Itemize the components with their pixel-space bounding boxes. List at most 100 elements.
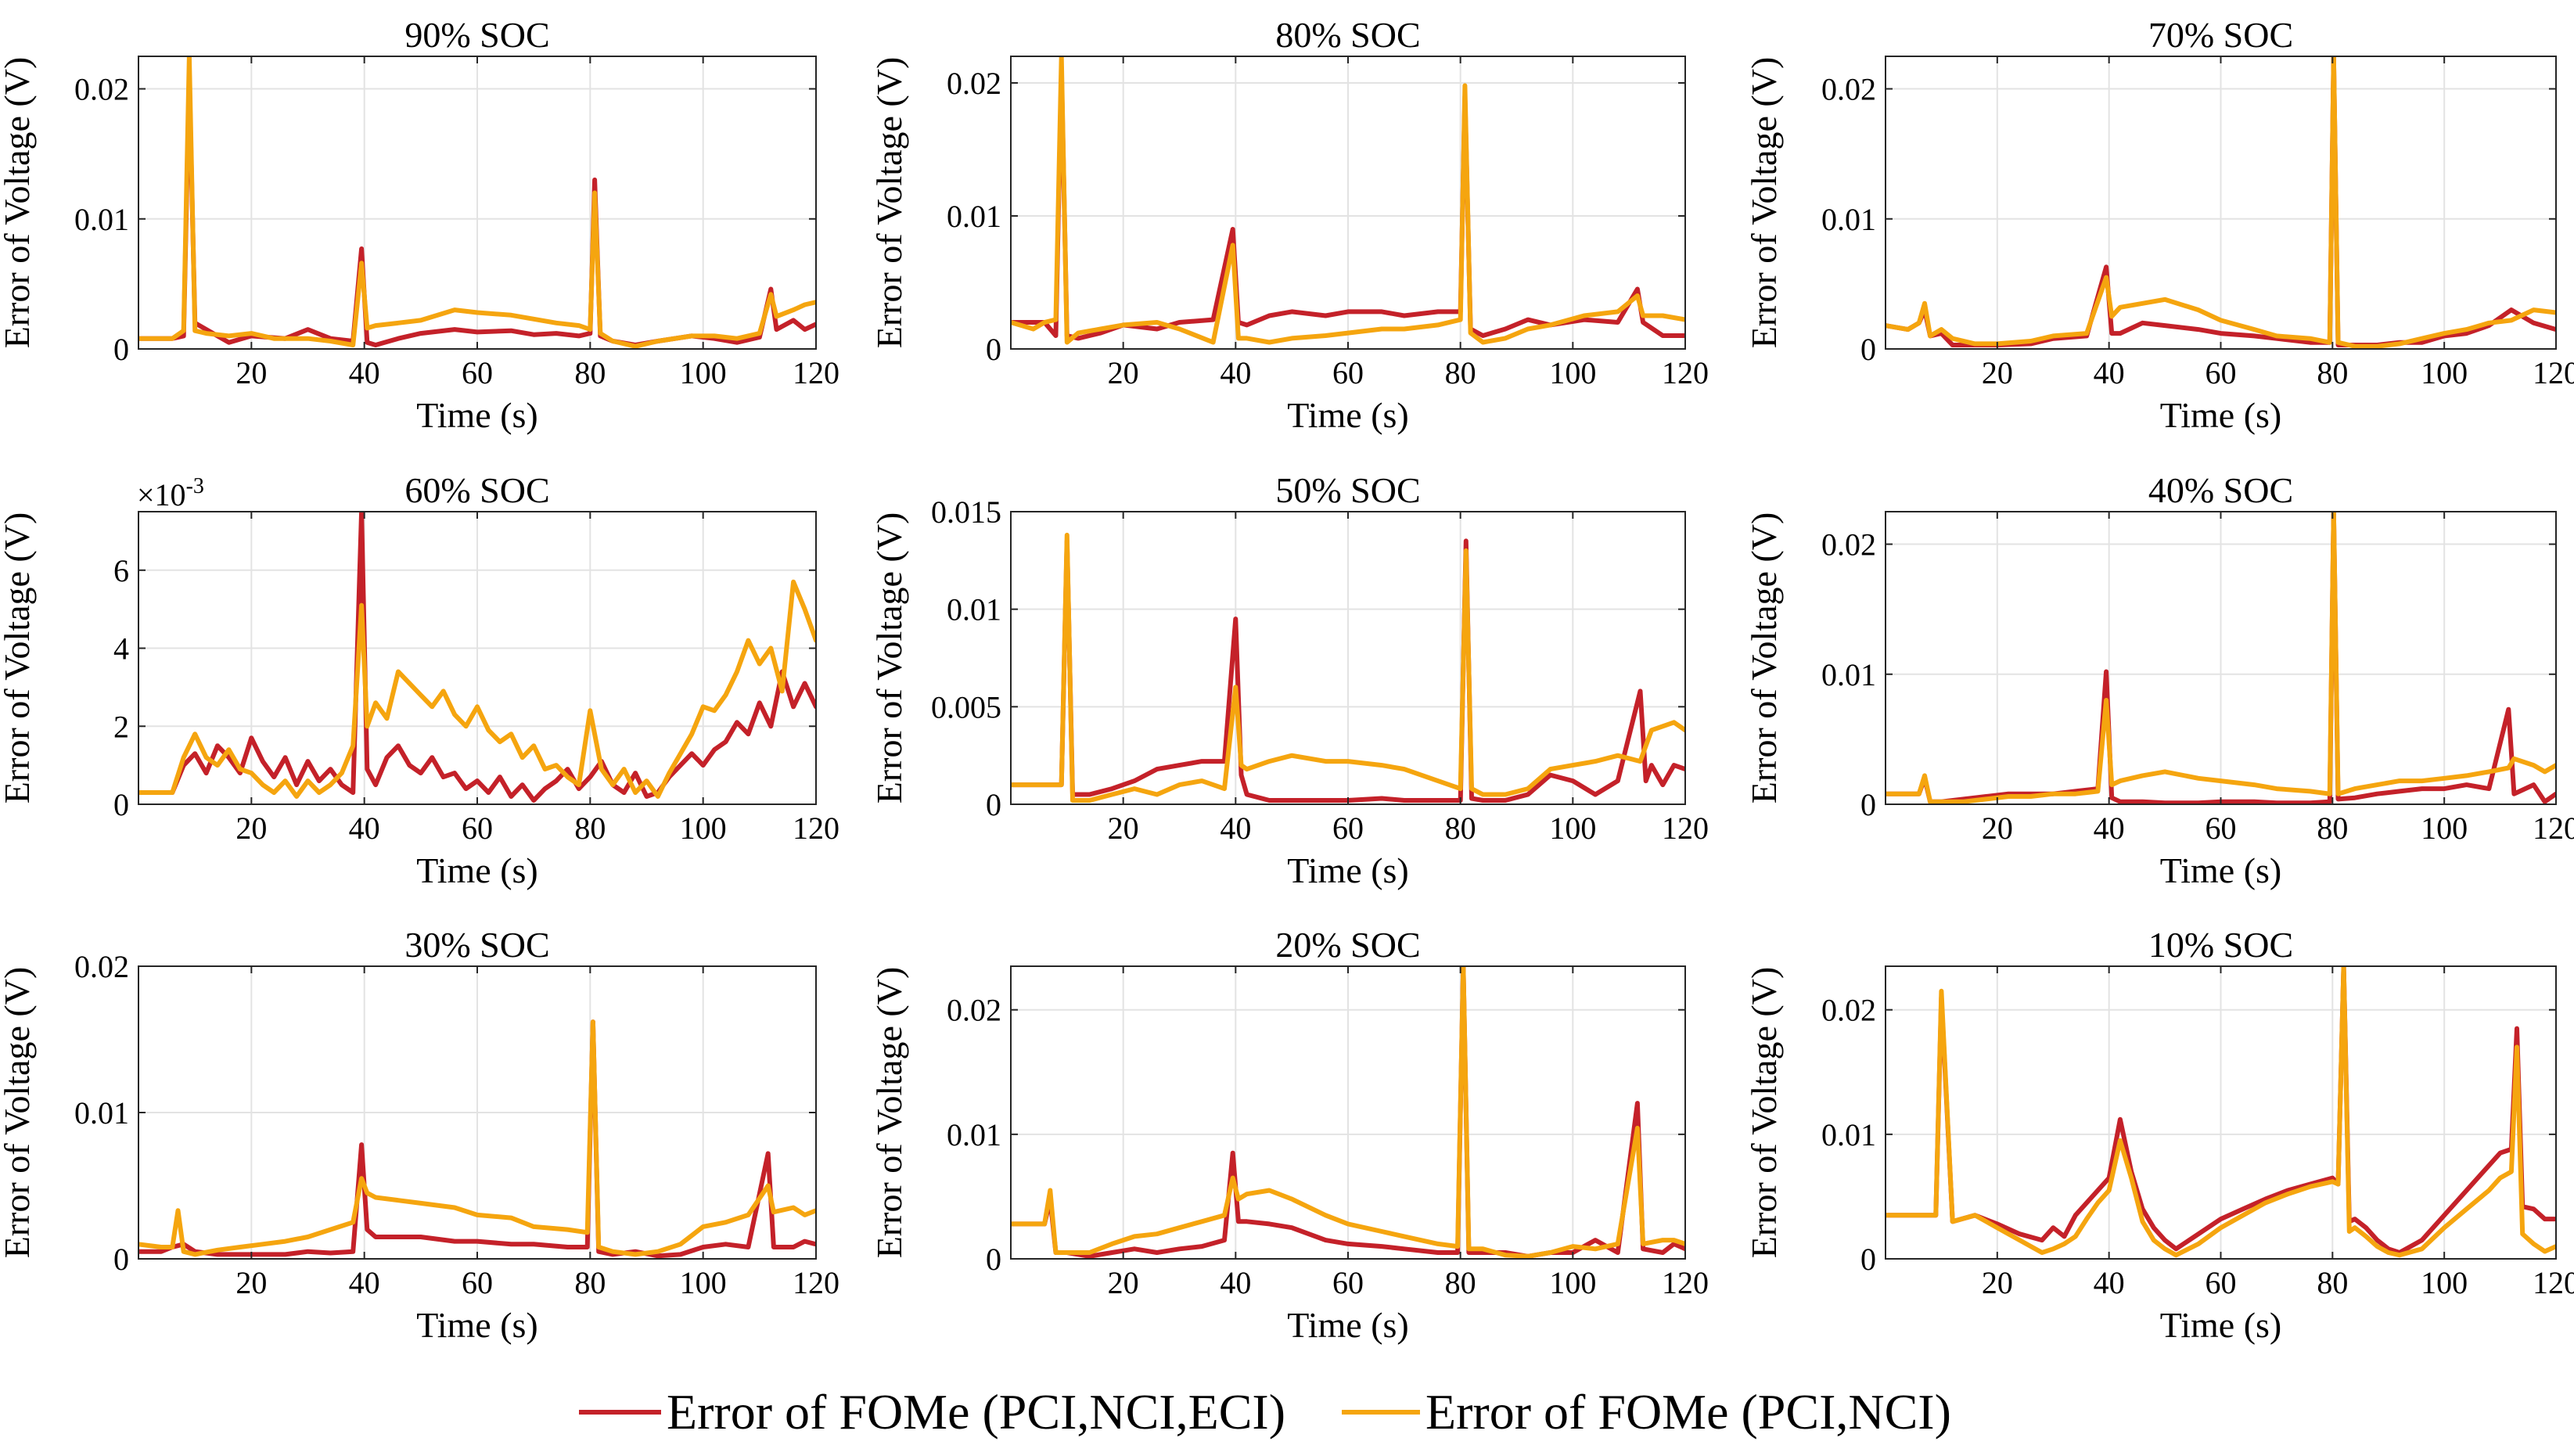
x-tick-label: 80	[1445, 355, 1476, 390]
x-tick-label: 80	[2317, 811, 2348, 846]
subplot-7: 20 40 60 80 100 120 0 0.01 0.02 30% SOC Time (s) Er…	[0, 925, 839, 1345]
y-tick-label: 0.01	[1821, 657, 1876, 692]
series-group	[138, 512, 816, 803]
x-tick-label: 120	[1662, 811, 1709, 846]
y-tick-label: 0	[986, 1242, 1001, 1277]
y-tick-label: 0.01	[1821, 202, 1876, 237]
y-tick-label: 0	[1860, 332, 1876, 367]
subplot-5: 20 40 60 80 100 120 0 0.005 0.01 0.015 50% SOC Time…	[869, 470, 1709, 890]
y-tick-label: 0.01	[947, 1117, 1001, 1152]
subplot-8: 20 40 60 80 100 120 0 0.01 0.02 20% SOC Time (s) Er…	[869, 925, 1709, 1345]
x-tick-label: 100	[1549, 355, 1596, 390]
subplot-9: 20 40 60 80 100 120 0 0.01 0.02 10% SOC Time (s) Er…	[1744, 925, 2574, 1345]
x-tick-label: 120	[2533, 355, 2574, 390]
x-tick-label: 40	[349, 811, 380, 846]
y-tick-label: 0	[113, 332, 129, 367]
y-exponent-label: ×10-3	[137, 474, 204, 512]
x-tick-label: 40	[1220, 1265, 1251, 1300]
legend: Error of FOMe (PCI,NCI,ECI) Error of FOM…	[579, 1384, 1951, 1440]
x-tick-label: 60	[462, 355, 493, 390]
y-axis-label: Error of Voltage (V)	[1744, 512, 1784, 804]
x-tick-label: 40	[2094, 1265, 2125, 1300]
series-line-eci	[1886, 56, 2556, 347]
subplot-title: 10% SOC	[2148, 925, 2293, 965]
series-line-noeci	[1011, 966, 1685, 1259]
y-tick-label: 0.02	[1821, 993, 1876, 1028]
x-tick-label: 80	[574, 355, 606, 390]
x-tick-label: 60	[462, 1265, 493, 1300]
series-line-eci	[1886, 966, 2556, 1255]
x-tick-label: 40	[2094, 355, 2125, 390]
y-tick-label: 0.01	[947, 592, 1001, 627]
x-tick-label: 80	[574, 811, 606, 846]
subplot-title: 50% SOC	[1275, 470, 1420, 510]
x-tick-label: 80	[2317, 1265, 2348, 1300]
y-tick-label: 0.02	[74, 949, 129, 984]
x-axis-label: Time (s)	[1287, 850, 1409, 890]
x-tick-label: 100	[1549, 811, 1596, 846]
x-tick-label: 40	[349, 355, 380, 390]
y-tick-label: 0.01	[1821, 1117, 1876, 1152]
x-tick-label: 60	[1332, 1265, 1364, 1300]
subplot-4: 20 40 60 80 100 120 0 2 4 6 ×10-3 60% SOC Time (s) Er…	[0, 470, 839, 890]
x-tick-label: 120	[2533, 1265, 2574, 1300]
y-tick-label: 0	[113, 787, 129, 822]
y-tick-label: 0.01	[947, 199, 1001, 234]
y-tick-label: 0.02	[1821, 527, 1876, 563]
y-tick-label: 0	[986, 332, 1001, 367]
x-tick-label: 20	[1108, 1265, 1139, 1300]
x-tick-label: 100	[680, 811, 727, 846]
x-tick-label: 100	[680, 1265, 727, 1300]
subplot-title: 90% SOC	[404, 15, 549, 55]
y-tick-label: 2	[113, 709, 129, 744]
y-tick-label: 4	[113, 631, 129, 667]
x-tick-label: 20	[235, 811, 267, 846]
series-group	[1011, 966, 1685, 1259]
x-tick-label: 40	[349, 1265, 380, 1300]
y-axis-label: Error of Voltage (V)	[869, 512, 909, 804]
x-tick-label: 100	[1549, 1265, 1596, 1300]
y-axis-label: Error of Voltage (V)	[869, 57, 909, 349]
x-tick-label: 40	[2094, 811, 2125, 846]
y-tick-label: 0.02	[947, 66, 1001, 101]
x-tick-label: 20	[235, 355, 267, 390]
y-tick-label: 0.02	[1821, 72, 1876, 107]
x-axis-label: Time (s)	[2160, 1305, 2282, 1345]
x-tick-label: 80	[1445, 811, 1476, 846]
series-line-noeci	[138, 579, 816, 799]
subplot-title: 70% SOC	[2148, 15, 2293, 55]
y-axis-label: Error of Voltage (V)	[0, 967, 37, 1259]
x-tick-label: 20	[1982, 355, 2013, 390]
y-axis-label: Error of Voltage (V)	[0, 512, 37, 804]
series-line-noeci	[1886, 966, 2556, 1258]
x-axis-label: Time (s)	[1287, 395, 1409, 435]
series-line-eci	[138, 73, 816, 347]
y-tick-label: 0.01	[74, 202, 129, 237]
y-tick-label: 0.015	[931, 494, 1001, 530]
series-line-eci	[1011, 966, 1685, 1259]
subplot-title: 20% SOC	[1275, 925, 1420, 965]
legend-label-noeci: Error of FOMe (PCI,NCI)	[1425, 1384, 1951, 1440]
x-axis-label: Time (s)	[1287, 1305, 1409, 1345]
y-axis-label: Error of Voltage (V)	[1744, 57, 1784, 349]
y-tick-label: 0	[1860, 787, 1876, 822]
x-tick-label: 120	[793, 355, 839, 390]
x-tick-label: 100	[2421, 355, 2468, 390]
subplot-title: 30% SOC	[404, 925, 549, 965]
y-axis-label: Error of Voltage (V)	[1744, 967, 1784, 1259]
x-tick-label: 60	[462, 811, 493, 846]
x-tick-label: 40	[1220, 355, 1251, 390]
x-tick-label: 60	[2206, 355, 2237, 390]
series-group	[138, 1019, 816, 1259]
x-tick-label: 100	[2421, 1265, 2468, 1300]
y-tick-label: 0	[986, 787, 1001, 822]
subplot-2: 20 40 60 80 100 120 0 0.01 0.02 80% SOC Time (s) Er…	[869, 15, 1709, 435]
x-tick-label: 20	[1982, 1265, 2013, 1300]
x-tick-label: 80	[2317, 355, 2348, 390]
y-tick-label: 0.005	[931, 689, 1001, 724]
series-line-noeci	[1011, 532, 1685, 803]
series-line-noeci	[138, 1019, 816, 1257]
x-axis-label: Time (s)	[2160, 395, 2282, 435]
subplot-1: 20 40 60 80 100 120 0 0.01 0.02 90% SOC Time (s) Er…	[0, 15, 839, 435]
